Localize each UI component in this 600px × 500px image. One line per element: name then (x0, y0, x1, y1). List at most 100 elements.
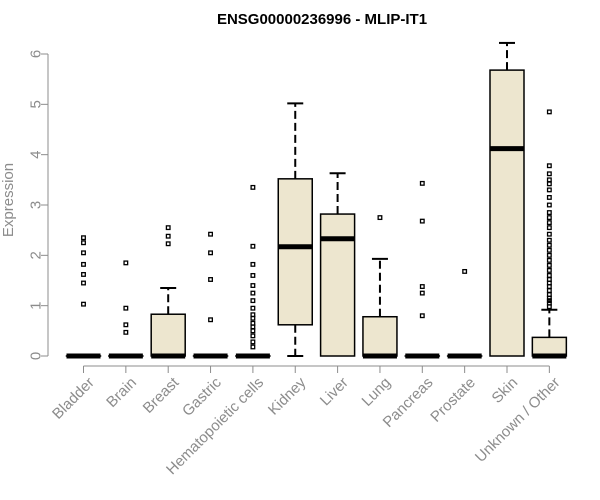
box-liver (319, 172, 356, 357)
outlier-point (81, 301, 86, 307)
outlier-point (546, 288, 552, 294)
outlier-point (419, 218, 425, 224)
outlier-point (546, 202, 552, 208)
box (319, 213, 356, 357)
outlier-point (123, 260, 129, 266)
outlier-point (546, 273, 552, 278)
outlier-point (419, 284, 425, 289)
outlier-point (81, 240, 86, 246)
y-tick-label: 0 (28, 352, 45, 360)
outlier-point (123, 329, 129, 335)
box-lung (362, 215, 398, 359)
x-tick-label: Prostate (427, 374, 479, 426)
outlier-point (250, 283, 256, 288)
outlier-point (81, 261, 86, 267)
boxes (65, 41, 568, 359)
x-tick-label: Bladder (49, 374, 98, 423)
outlier-point (546, 231, 552, 237)
outlier-point (546, 215, 552, 221)
box (362, 315, 398, 357)
x-tick-label: Kidney (265, 374, 310, 419)
outlier-point (250, 305, 256, 311)
outlier-point (208, 277, 213, 282)
outlier-point (123, 305, 129, 311)
y-tick-label: 5 (28, 100, 45, 108)
outlier-point (462, 268, 468, 274)
outlier-point (250, 298, 256, 304)
outlier-point (250, 290, 256, 296)
outlier-point (546, 267, 552, 273)
outlier-point (546, 109, 552, 115)
outlier-point (546, 187, 552, 193)
box-bladder (65, 235, 102, 359)
box-hematopoietic-cells (235, 184, 271, 359)
outlier-point (165, 241, 171, 247)
outlier-point (546, 277, 552, 282)
outlier-point (546, 181, 552, 187)
outlier-point (546, 242, 552, 248)
box (150, 313, 186, 357)
outlier-point (546, 300, 552, 306)
y-tick-label: 2 (28, 251, 45, 259)
box-breast (150, 225, 186, 359)
box-brain (108, 260, 144, 359)
outlier-point (419, 290, 425, 296)
outlier-point (546, 225, 552, 231)
box (277, 178, 313, 326)
x-tick-label: Skin (489, 374, 522, 407)
outlier-point (208, 250, 213, 256)
outlier-point (165, 233, 171, 239)
chart-title: ENSG00000236996 - MLIP-IT1 (217, 11, 427, 28)
outlier-point (81, 235, 86, 241)
outlier-point (250, 312, 256, 318)
box-pancreas (404, 180, 441, 359)
outlier-point (546, 163, 552, 169)
outlier-point (250, 261, 256, 267)
outlier-point (250, 184, 256, 190)
box (531, 336, 568, 357)
box-skin (489, 41, 525, 357)
box-gastric (192, 231, 229, 359)
outlier-point (208, 317, 213, 323)
outlier-point (250, 339, 256, 345)
outlier-point (165, 225, 171, 231)
box-unknown-other (531, 109, 568, 359)
outlier-point (546, 220, 552, 226)
y-tick-label: 4 (28, 150, 45, 158)
outlier-point (250, 344, 256, 350)
outlier-point (419, 313, 425, 319)
outlier-point (81, 272, 86, 277)
outlier-point (546, 247, 552, 253)
outlier-point (250, 333, 256, 339)
axes: 0 1 2 3 4 5 6 (28, 50, 550, 367)
box (489, 69, 525, 357)
y-tick-label: 1 (28, 301, 45, 309)
outlier-point (546, 171, 552, 177)
box-kidney (277, 102, 313, 357)
x-tick-label: Lung (359, 374, 395, 410)
box-prostate (446, 268, 483, 359)
outlier-point (546, 210, 552, 215)
outlier-point (123, 322, 129, 328)
outlier-point (208, 231, 213, 237)
outlier-point (546, 252, 552, 258)
outlier-point (419, 180, 425, 186)
outlier-point (250, 243, 256, 249)
outlier-point (250, 273, 256, 278)
outlier-point (81, 280, 86, 286)
outlier-point (377, 215, 383, 221)
x-tick-label: Liver (317, 374, 352, 409)
y-axis-label: Expression (0, 163, 17, 237)
outlier-point (546, 237, 552, 243)
outlier-point (250, 320, 256, 326)
outlier-point (546, 194, 552, 200)
x-tick-label: Breast (140, 374, 183, 417)
outlier-point (546, 177, 552, 183)
outlier-point (546, 292, 552, 298)
outlier-point (81, 250, 86, 256)
outlier-point (546, 257, 552, 263)
y-tick-label: 3 (28, 201, 45, 209)
outlier-point (546, 262, 552, 268)
